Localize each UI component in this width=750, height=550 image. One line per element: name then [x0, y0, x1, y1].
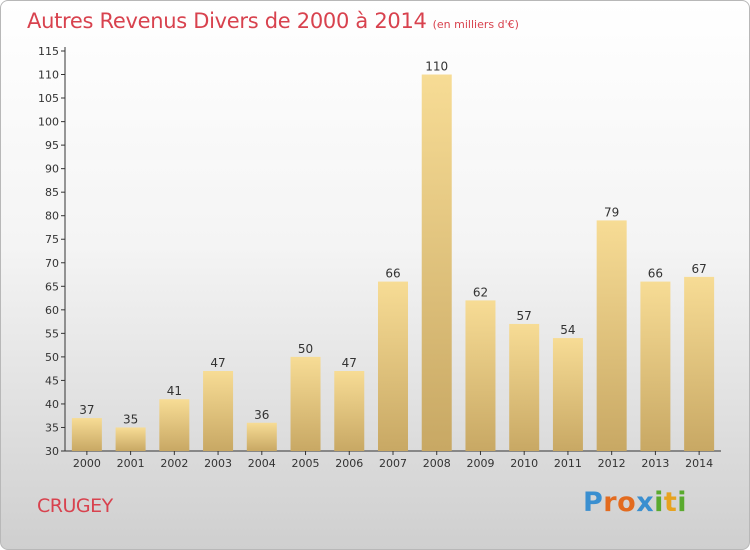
y-tick-label: 55: [45, 327, 59, 340]
bar: [203, 371, 234, 451]
data-label: 79: [604, 205, 619, 219]
bar: [115, 427, 146, 451]
x-tick-label: 2012: [598, 457, 626, 470]
x-tick-label: 2000: [73, 457, 101, 470]
y-tick-label: 35: [45, 421, 59, 434]
y-tick-label: 50: [45, 351, 59, 364]
bar: [246, 422, 277, 451]
data-label: 110: [425, 60, 448, 74]
y-tick-label: 45: [45, 374, 59, 387]
chart-subtitle: (en milliers d'€): [432, 18, 519, 31]
y-tick-label: 90: [45, 163, 59, 176]
logo-letter: o: [617, 487, 637, 518]
x-tick-label: 2011: [554, 457, 582, 470]
y-tick-label: 80: [45, 210, 59, 223]
x-tick-label: 2007: [379, 457, 407, 470]
data-label: 57: [517, 309, 532, 323]
data-label: 54: [560, 323, 575, 337]
bar: [509, 323, 540, 451]
x-tick-label: 2001: [117, 457, 145, 470]
bar: [378, 281, 408, 451]
data-label: 67: [691, 262, 706, 276]
y-tick-label: 115: [38, 45, 59, 58]
y-tick-label: 60: [45, 304, 59, 317]
bar: [640, 281, 671, 451]
bar: [334, 371, 365, 451]
x-tick-label: 2002: [160, 457, 188, 470]
y-tick-label: 40: [45, 398, 59, 411]
x-tick-label: 2004: [248, 457, 276, 470]
y-tick-label: 30: [45, 445, 59, 458]
y-tick-label: 75: [45, 233, 59, 246]
bar: [159, 399, 190, 451]
x-tick-label: 2013: [641, 457, 669, 470]
data-label: 66: [648, 267, 663, 281]
data-label: 37: [79, 403, 94, 417]
data-label: 62: [473, 285, 488, 299]
x-tick-label: 2005: [292, 457, 320, 470]
data-label: 66: [385, 267, 400, 281]
data-label: 47: [342, 356, 357, 370]
bar: [596, 220, 627, 451]
logo-letter: r: [603, 487, 618, 518]
y-tick-label: 85: [45, 186, 59, 199]
bar: [71, 418, 102, 451]
bar: [465, 300, 496, 451]
x-tick-label: 2010: [510, 457, 538, 470]
chart-title: Autres Revenus Divers de 2000 à 2014 (en …: [27, 9, 519, 33]
y-tick-label: 65: [45, 280, 59, 293]
y-tick-label: 70: [45, 257, 59, 270]
logo-letter: P: [583, 487, 604, 518]
x-tick-label: 2014: [685, 457, 713, 470]
data-label: 36: [254, 408, 269, 422]
data-label: 50: [298, 342, 313, 356]
x-tick-label: 2006: [335, 457, 363, 470]
logo-letter: t: [663, 487, 678, 518]
logo-letter: x: [636, 487, 655, 518]
bar: [684, 276, 715, 451]
bar: [552, 338, 583, 451]
x-tick-label: 2003: [204, 457, 232, 470]
bar: [421, 74, 452, 451]
proxiti-logo: Proxiti: [583, 487, 687, 518]
logo-letter: i: [654, 487, 664, 518]
data-label: 41: [167, 384, 182, 398]
y-tick-label: 110: [38, 69, 59, 82]
logo-letter: i: [677, 487, 688, 518]
x-tick-label: 2008: [423, 457, 451, 470]
y-tick-label: 95: [45, 139, 59, 152]
y-tick-label: 105: [38, 92, 59, 105]
place-name: CRUGEY: [37, 495, 113, 517]
bar: [290, 356, 321, 451]
data-label: 35: [123, 412, 138, 426]
x-tick-label: 2009: [466, 457, 494, 470]
data-label: 47: [210, 356, 225, 370]
y-tick-label: 100: [38, 116, 59, 129]
